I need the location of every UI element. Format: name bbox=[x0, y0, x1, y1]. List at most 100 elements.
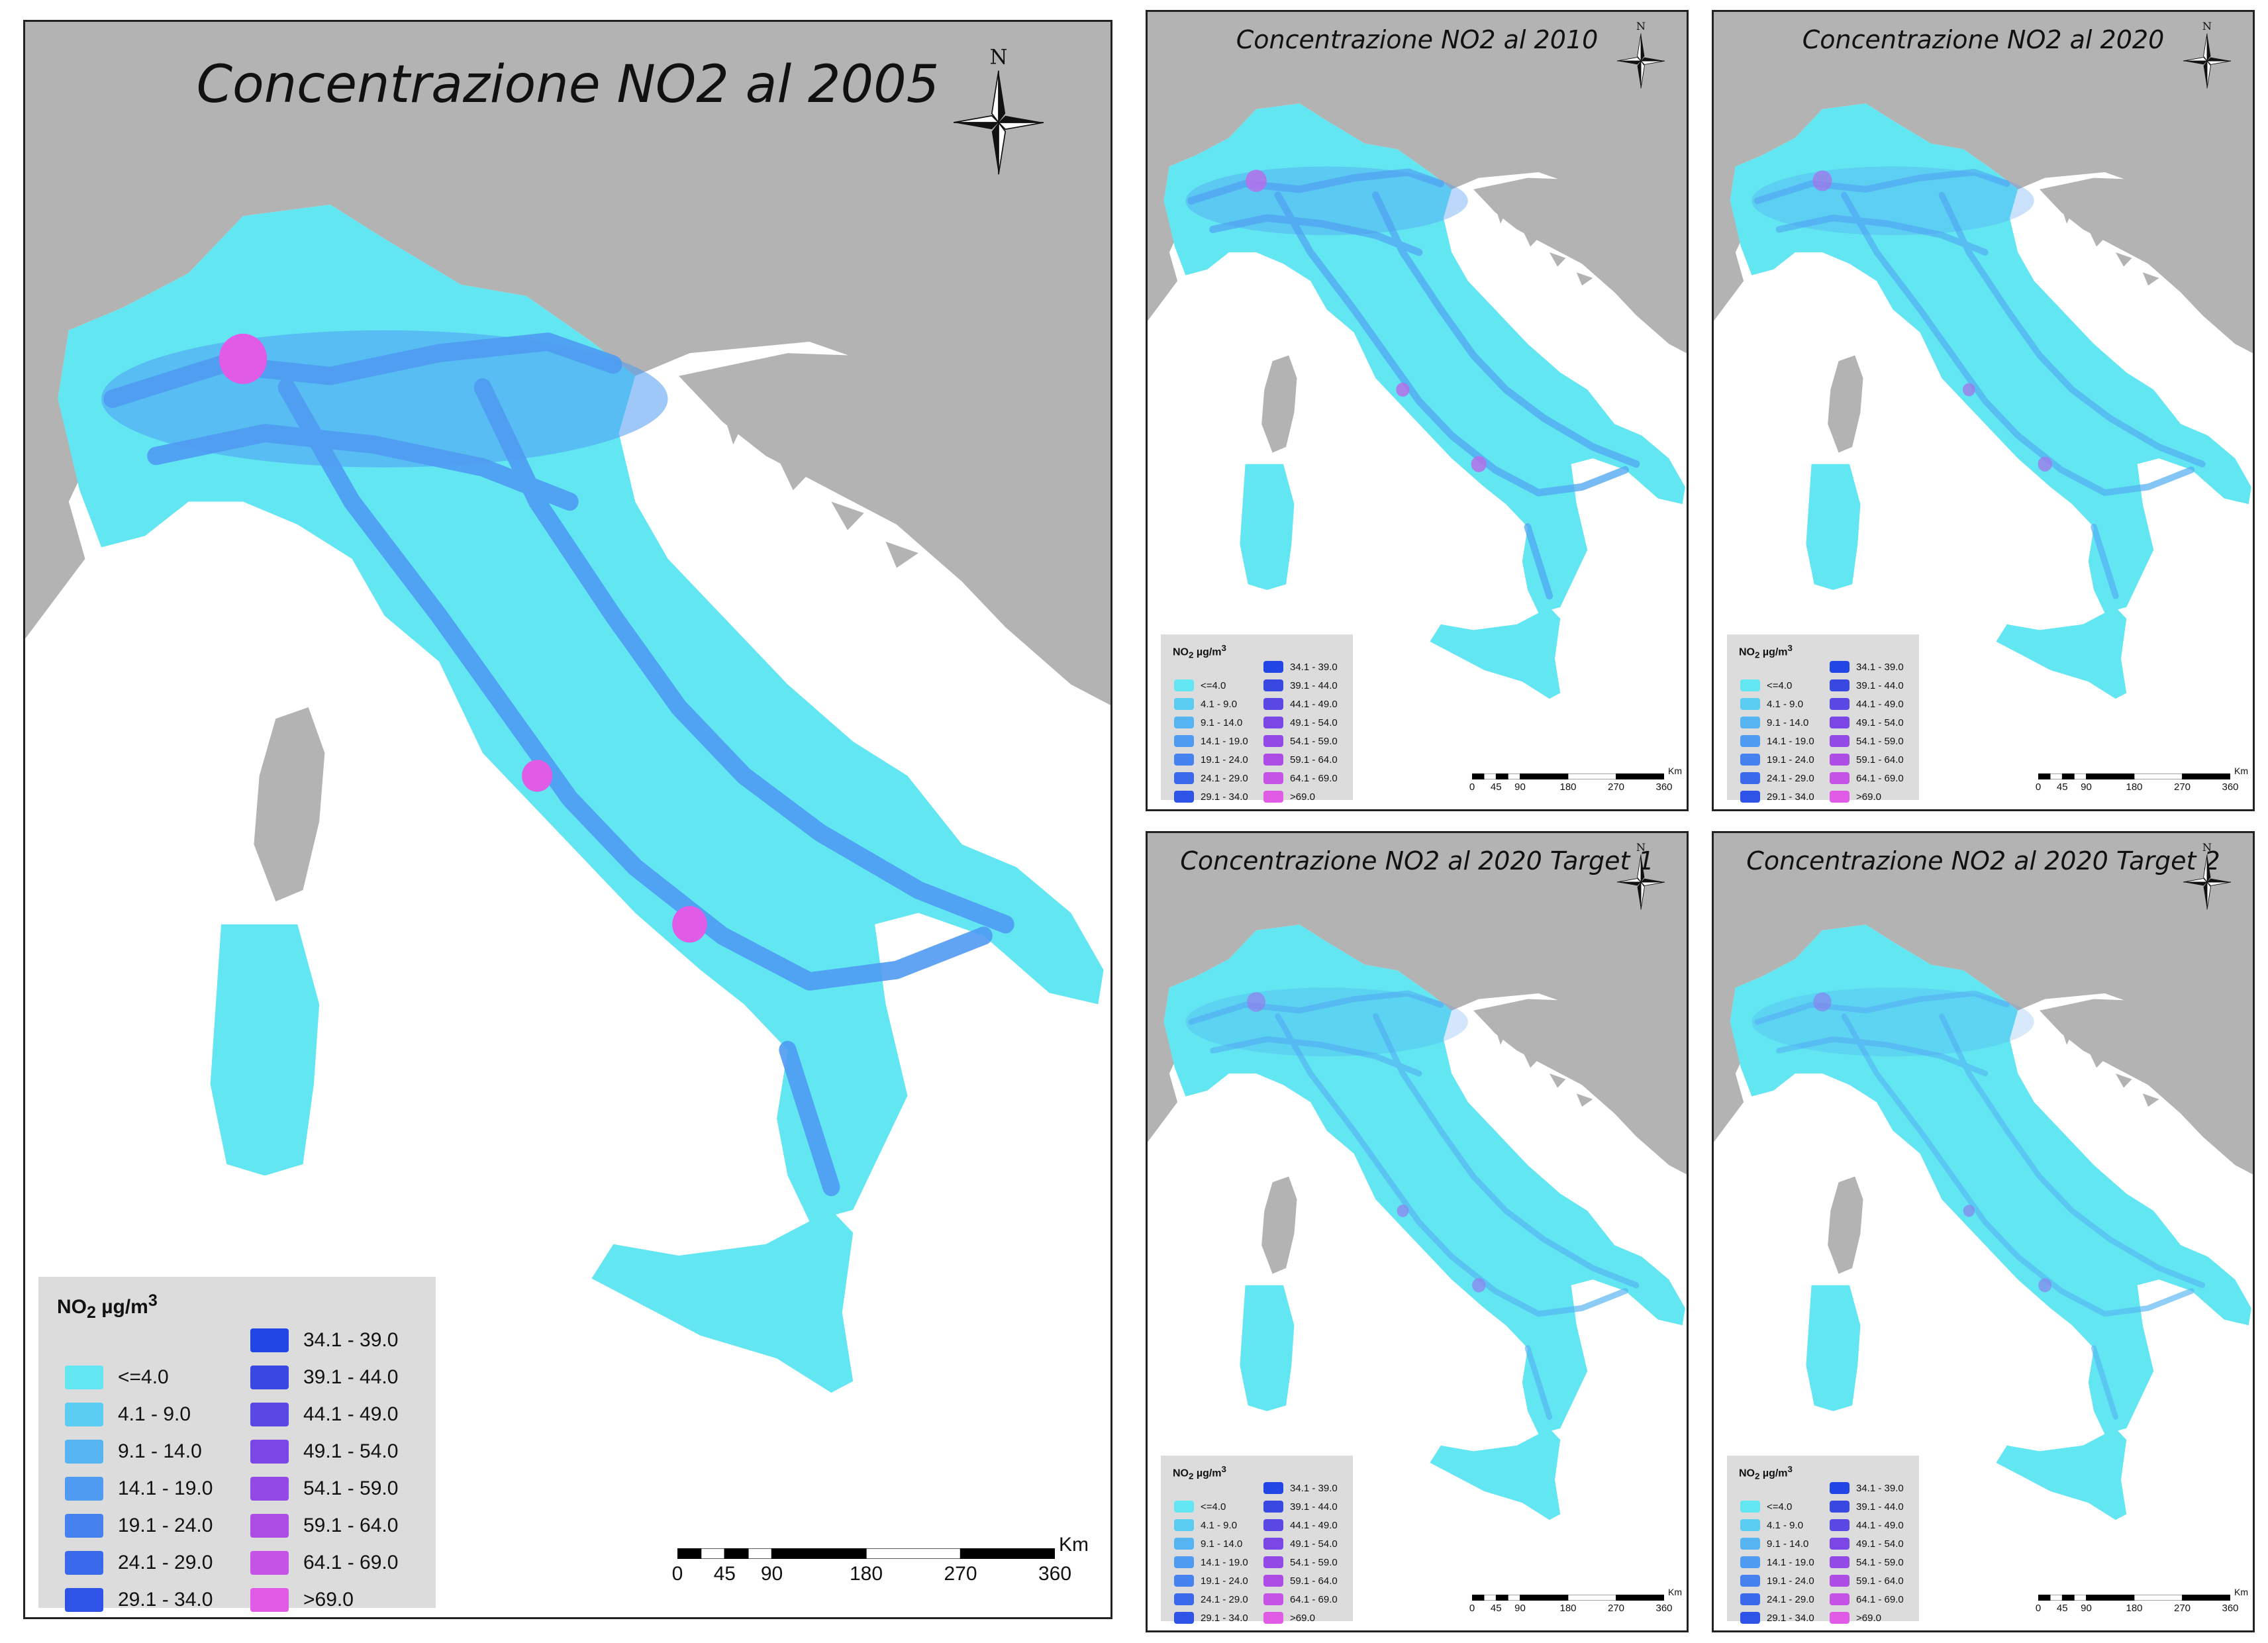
legend-swatch bbox=[1174, 1538, 1194, 1550]
legend-label: 14.1 - 19.0 bbox=[118, 1477, 213, 1499]
scale-segment bbox=[1567, 773, 1616, 779]
scale-tick-label: 90 bbox=[2081, 1603, 2092, 1614]
foreign-land-north bbox=[1714, 12, 2253, 321]
legend-item: 39.1 - 44.0 bbox=[250, 1366, 398, 1389]
scale-bar: 0 45 90 180 270 360 Km bbox=[2036, 766, 2248, 800]
pollution-corridors bbox=[1754, 990, 2206, 1420]
legend-swatch bbox=[1174, 1501, 1194, 1513]
legend-label: 19.1 - 24.0 bbox=[1201, 1575, 1248, 1587]
legend-item: 54.1 - 59.0 bbox=[1830, 1556, 1904, 1568]
legend-swatch bbox=[1263, 791, 1283, 803]
legend-swatch bbox=[1174, 1612, 1194, 1624]
scale-segment bbox=[700, 1548, 725, 1559]
legend-title: NO2 µg/m3 bbox=[1173, 1464, 1226, 1481]
legend-item: 19.1 - 24.0 bbox=[1740, 1575, 1814, 1587]
legend-label: 44.1 - 49.0 bbox=[303, 1403, 399, 1425]
legend-item: 44.1 - 49.0 bbox=[1263, 698, 1338, 710]
legend-swatch bbox=[65, 1588, 103, 1612]
legend-swatch bbox=[65, 1551, 103, 1575]
legend-label: 49.1 - 54.0 bbox=[1290, 717, 1338, 728]
po-valley-band bbox=[1751, 987, 2034, 1057]
legend-item: 9.1 - 14.0 bbox=[1740, 717, 1808, 728]
legend-swatch bbox=[1740, 1612, 1760, 1624]
legend-item: 49.1 - 54.0 bbox=[1263, 717, 1338, 728]
scale-bar-graphic bbox=[677, 1548, 1055, 1559]
italy-mainland bbox=[1730, 103, 2251, 613]
po-valley-band bbox=[1185, 166, 1468, 236]
legend-swatch bbox=[1174, 791, 1194, 803]
sicily-island bbox=[1996, 607, 2127, 699]
legend-item: >69.0 bbox=[1830, 791, 1881, 803]
scale-segment bbox=[2134, 773, 2183, 779]
legend-label: <=4.0 bbox=[1201, 1501, 1226, 1513]
legend-item: 34.1 - 39.0 bbox=[250, 1328, 398, 1352]
legend-item: 14.1 - 19.0 bbox=[65, 1477, 213, 1501]
scale-tick-label: 360 bbox=[1655, 781, 1673, 793]
legend-title: NO2 µg/m3 bbox=[57, 1291, 158, 1322]
legend-swatch bbox=[1830, 1612, 1849, 1624]
foreign-land-north bbox=[1714, 833, 2253, 1142]
pollution-corridors bbox=[1188, 990, 1640, 1420]
legend-label: 9.1 - 14.0 bbox=[1767, 1538, 1809, 1550]
legend-label: 4.1 - 9.0 bbox=[1201, 698, 1238, 710]
legend-item: 19.1 - 24.0 bbox=[65, 1514, 213, 1538]
scale-tick-label: 270 bbox=[944, 1563, 977, 1585]
scale-unit: Km bbox=[2234, 1587, 2248, 1597]
legend-item: 64.1 - 69.0 bbox=[1263, 772, 1338, 784]
scale-segment bbox=[2182, 1595, 2230, 1601]
legend-item: 4.1 - 9.0 bbox=[1174, 1519, 1237, 1531]
legend: NO2 µg/m3 <=4.0 4.1 - 9.0 9.1 - 14.0 14.1 -… bbox=[1161, 634, 1353, 803]
legend-label: 24.1 - 29.0 bbox=[1201, 772, 1248, 784]
foreign-land-balkans bbox=[679, 353, 1110, 705]
scale-segment bbox=[1472, 1595, 1485, 1601]
legend-label: 29.1 - 34.0 bbox=[1201, 791, 1248, 803]
legend: NO2 µg/m3 <=4.0 4.1 - 9.0 9.1 - 14.0 14.1 -… bbox=[1727, 1456, 1919, 1624]
legend-label: 39.1 - 44.0 bbox=[303, 1366, 399, 1388]
legend-label: 14.1 - 19.0 bbox=[1767, 1556, 1814, 1568]
legend-item: 64.1 - 69.0 bbox=[1830, 772, 1904, 784]
legend: NO2 µg/m3 <=4.0 4.1 - 9.0 9.1 - 14.0 14.1 -… bbox=[1161, 1456, 1353, 1624]
legend-swatch bbox=[1830, 735, 1849, 747]
scale-tick-label: 90 bbox=[2081, 781, 2092, 793]
legend-item: 59.1 - 64.0 bbox=[1830, 754, 1904, 766]
legend-swatch bbox=[250, 1477, 289, 1501]
foreign-land-north bbox=[1148, 12, 1687, 321]
foreign-land-north bbox=[1148, 833, 1687, 1142]
legend-swatch bbox=[1830, 1519, 1849, 1531]
scale-tick-label: 270 bbox=[1607, 781, 1625, 793]
legend-swatch bbox=[250, 1403, 289, 1426]
dalmatian-islands bbox=[2061, 206, 2159, 286]
legend-item: 49.1 - 54.0 bbox=[1263, 1538, 1338, 1550]
scale-tick-label: 180 bbox=[1559, 1603, 1577, 1614]
sicily-island bbox=[1996, 1428, 2127, 1520]
scale-segment bbox=[1508, 1595, 1520, 1601]
legend-title: NO2 µg/m3 bbox=[1173, 643, 1226, 660]
sardinia-island bbox=[1240, 464, 1295, 590]
hotspot-milan bbox=[219, 333, 268, 384]
legend-label: 54.1 - 59.0 bbox=[1290, 735, 1338, 747]
north-arrow-icon: N bbox=[2183, 841, 2232, 910]
legend-swatch bbox=[250, 1440, 289, 1464]
legend-swatch bbox=[1740, 791, 1760, 803]
legend: NO2 µg/m3 <=4.0 4.1 - 9.0 9.1 - 14.0 14.1 -… bbox=[1727, 634, 1919, 803]
legend-swatch bbox=[1830, 1593, 1849, 1605]
foreign-land-balkans bbox=[1473, 999, 1687, 1175]
legend-swatch bbox=[1740, 1593, 1760, 1605]
sardinia-island bbox=[1240, 1285, 1295, 1411]
legend-label: <=4.0 bbox=[1201, 679, 1226, 691]
foreign-land-north bbox=[25, 22, 1110, 639]
legend-item: 59.1 - 64.0 bbox=[1263, 1575, 1338, 1587]
legend-item: 39.1 - 44.0 bbox=[1263, 1501, 1338, 1513]
legend-item: 64.1 - 69.0 bbox=[250, 1551, 398, 1575]
legend-label: 34.1 - 39.0 bbox=[1856, 661, 1904, 673]
legend-label: 24.1 - 29.0 bbox=[118, 1552, 213, 1573]
legend-item: 59.1 - 64.0 bbox=[1830, 1575, 1904, 1587]
sicily-island bbox=[591, 1210, 854, 1393]
legend-item: 29.1 - 34.0 bbox=[1174, 791, 1248, 803]
dalmatian-islands bbox=[1495, 1027, 1593, 1107]
scale-segment bbox=[2182, 773, 2230, 779]
legend-label: 9.1 - 14.0 bbox=[118, 1440, 202, 1462]
legend-swatch bbox=[1830, 1575, 1849, 1587]
legend-label: 19.1 - 24.0 bbox=[1767, 754, 1814, 766]
legend-label: 44.1 - 49.0 bbox=[1856, 698, 1904, 710]
